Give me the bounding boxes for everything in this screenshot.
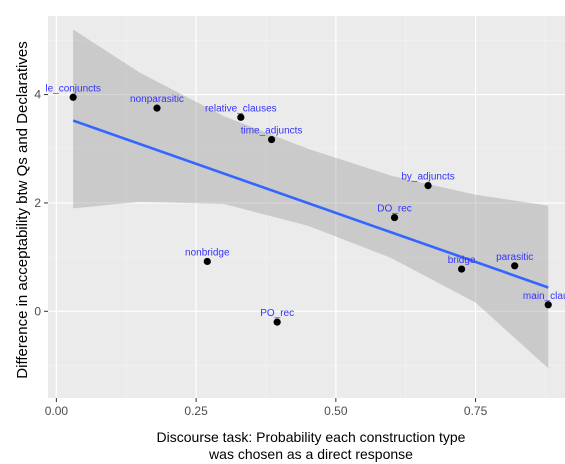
data-point — [458, 265, 466, 273]
point-label: bridge — [448, 255, 476, 266]
confidence-band — [73, 29, 549, 369]
data-points — [69, 93, 552, 326]
data-point — [267, 135, 276, 144]
confidence-band-area — [73, 29, 549, 369]
point-label: le_conjuncts — [45, 83, 101, 94]
data-point — [153, 104, 161, 112]
data-point — [511, 262, 519, 270]
y-tick-label: 0 — [34, 304, 41, 318]
x-axis-title-line-1: Discourse task: Probability each constru… — [157, 429, 466, 445]
point-labels: le_conjuncts nonparasitic relative_clauses… — [45, 83, 565, 319]
point-label: nonparasitic — [130, 94, 184, 105]
point-label: PO_rec — [260, 308, 294, 319]
point-label: time_adjuncts — [241, 126, 303, 137]
data-point — [544, 301, 552, 309]
point-label: by_adjuncts — [401, 172, 454, 183]
point-label: relative_clauses — [205, 103, 277, 114]
x-tick-label: 0.50 — [324, 404, 348, 418]
data-point — [237, 113, 245, 121]
plot-panel — [48, 16, 565, 398]
x-tick-label: 0.75 — [464, 404, 488, 418]
data-point — [424, 181, 432, 190]
point-label: main_claus — [523, 291, 565, 302]
y-axis-title: Difference in acceptability btw Qs and D… — [14, 41, 31, 378]
x-tick-label: 0.00 — [45, 404, 69, 418]
y-tick-label: 2 — [34, 196, 41, 210]
regression-line — [72, 119, 549, 289]
x-axis-title-line-2: was chosen as a direct response — [208, 446, 413, 462]
point-label: nonbridge — [185, 247, 230, 258]
point-label: parasitic — [496, 252, 533, 263]
x-tick-label: 0.25 — [184, 404, 208, 418]
y-tick-label: 4 — [34, 88, 41, 102]
data-point — [69, 93, 77, 101]
panel-background — [48, 16, 565, 398]
point-label: DO_rec — [377, 204, 411, 215]
data-point — [203, 257, 211, 266]
data-point — [273, 318, 281, 326]
axis-ticks: 0.00 0.25 0.50 0.75 0 2 4 — [34, 88, 487, 418]
regression-line-path — [72, 119, 549, 289]
data-point — [390, 213, 399, 222]
